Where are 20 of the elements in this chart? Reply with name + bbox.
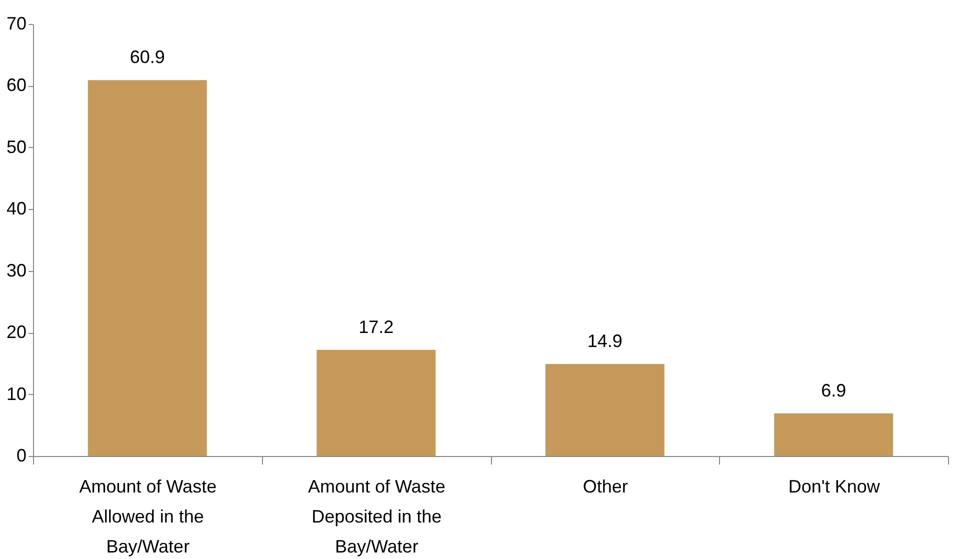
y-tick-label: 50: [6, 136, 26, 157]
y-tick-label: 60: [6, 75, 26, 96]
data-label: 14.9: [587, 331, 622, 352]
y-tick-label: 70: [6, 14, 26, 34]
bar: [88, 80, 207, 456]
y-tick-label: 40: [6, 198, 26, 219]
x-tick-label: Don't Know: [788, 476, 881, 496]
bar: [774, 413, 894, 456]
data-label: 17.2: [358, 316, 394, 337]
bar: [316, 350, 436, 456]
data-label: 60.9: [130, 47, 165, 68]
y-tick-label: 10: [6, 384, 26, 404]
y-tick-label: 30: [6, 260, 26, 280]
y-tick-label: 20: [6, 322, 26, 342]
y-tick-label: 0: [16, 446, 26, 466]
data-label: 6.9: [821, 380, 846, 400]
bar: [545, 364, 664, 456]
x-tick-label: Other: [582, 476, 628, 496]
x-tick-label: Amount of Waste Deposited in the Bay/Water: [308, 476, 446, 556]
x-tick-label: Amount of Waste Allowed in the Bay/Water: [79, 476, 217, 556]
